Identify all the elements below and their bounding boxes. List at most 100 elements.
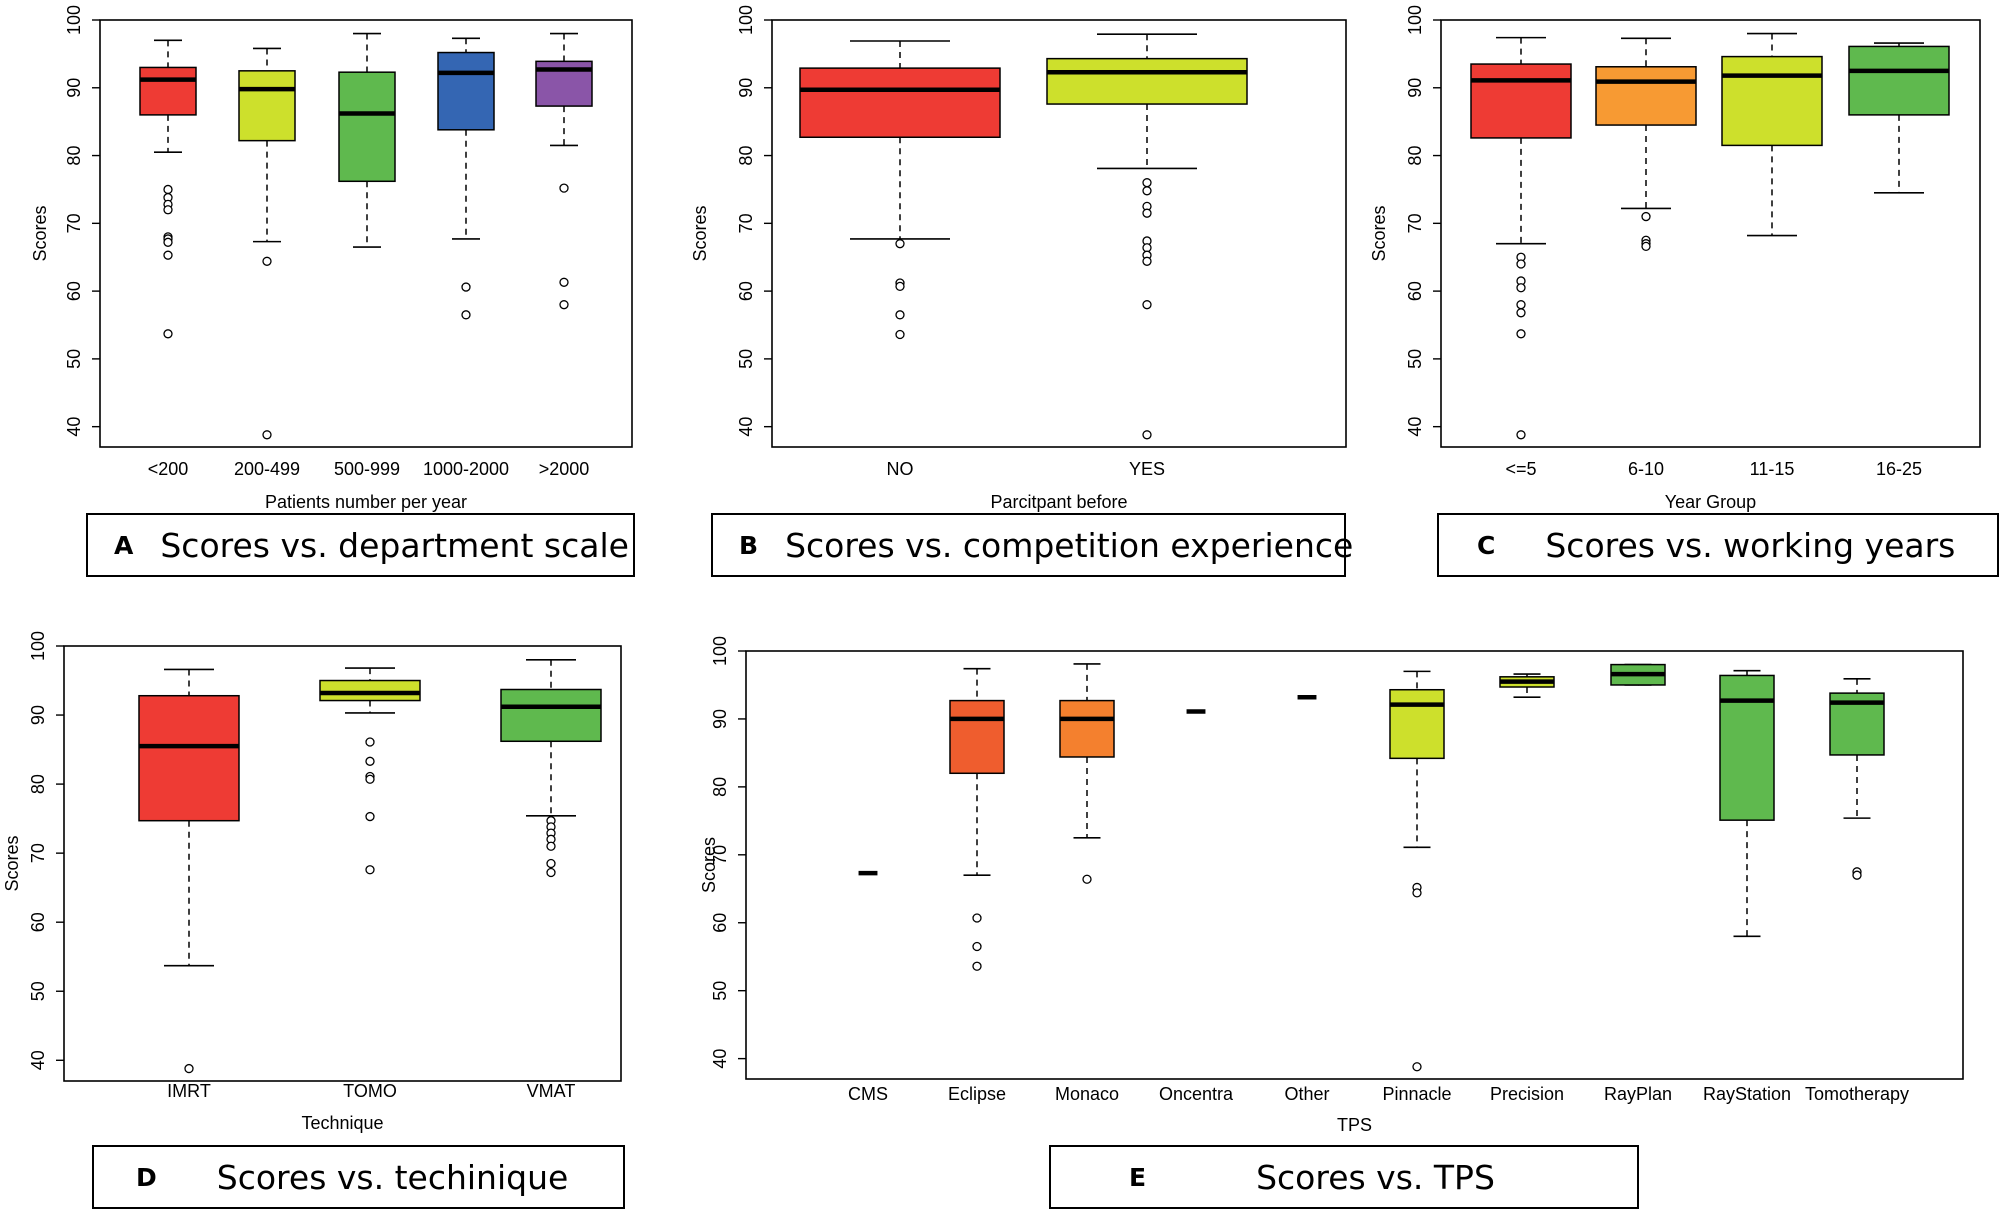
y-tick-label-d: 80 bbox=[28, 774, 48, 794]
caption-D: D Scores vs. techinique bbox=[92, 1145, 625, 1209]
plot-frame-a bbox=[99, 19, 633, 448]
outlier-point bbox=[546, 858, 556, 869]
y-tick-label-a: 90 bbox=[64, 78, 84, 98]
y-tick-label-b: 50 bbox=[736, 349, 756, 369]
y-tick-label-a: 40 bbox=[64, 417, 84, 437]
x-tick-label-e: RayPlan bbox=[1604, 1084, 1672, 1104]
y-tick-label-b: 100 bbox=[736, 5, 756, 35]
outlier-point bbox=[972, 961, 982, 971]
y-axis-title-d: Scores bbox=[2, 835, 22, 891]
outlier-point bbox=[1516, 308, 1526, 318]
chart-c: 40 50 60 70 80 90 100 Scores <=5 6-10 11-15 16-25 Ye… bbox=[1369, 5, 1981, 512]
x-tick-label-b: NO bbox=[887, 459, 914, 479]
x-tick-label-e: Eclipse bbox=[948, 1084, 1006, 1104]
box-e-6 bbox=[1499, 673, 1555, 698]
outlier-point bbox=[972, 913, 982, 923]
caption-A-letter: A bbox=[114, 530, 134, 560]
x-tick-label-d: TOMO bbox=[343, 1081, 397, 1101]
box-iqr bbox=[319, 679, 421, 702]
box-iqr bbox=[1046, 57, 1248, 105]
y-tick-label-c: 50 bbox=[1405, 349, 1425, 369]
outlier-point bbox=[1641, 241, 1651, 252]
y-tick-label-e: 70 bbox=[710, 845, 730, 865]
x-tick-label-d: IMRT bbox=[167, 1081, 211, 1101]
box-iqr bbox=[1595, 66, 1697, 126]
outlier-point bbox=[972, 941, 982, 952]
caption-B: B Scores vs. competition experience bbox=[711, 513, 1353, 577]
y-tick-label-d: 60 bbox=[28, 912, 48, 932]
outlier-point bbox=[262, 256, 272, 266]
x-tick-label-e: Monaco bbox=[1055, 1084, 1119, 1104]
outlier-point bbox=[559, 300, 569, 310]
y-tick-label-b: 90 bbox=[736, 78, 756, 98]
outlier-point bbox=[365, 865, 375, 875]
box-iqr bbox=[1719, 674, 1775, 821]
outlier-point bbox=[895, 239, 905, 249]
box-e-7 bbox=[1610, 663, 1666, 686]
outlier-point bbox=[1412, 888, 1422, 898]
box-c-2 bbox=[1721, 32, 1823, 237]
outlier-point bbox=[1516, 283, 1526, 293]
y-tick-label-b: 40 bbox=[736, 417, 756, 437]
outlier-point bbox=[546, 867, 556, 878]
caption-C: C Scores vs. working years bbox=[1437, 513, 1999, 577]
x-axis-title-b: Parcitpant before bbox=[990, 492, 1127, 512]
outlier-point bbox=[559, 277, 569, 287]
box-d-0 bbox=[138, 668, 240, 1074]
outlier-point bbox=[1142, 300, 1152, 310]
caption-C-letter: C bbox=[1477, 530, 1496, 560]
outlier-point bbox=[1142, 430, 1152, 440]
box-iqr bbox=[1470, 63, 1572, 139]
x-tick-label-a: 200-499 bbox=[234, 459, 300, 479]
x-tick-label-e: Tomotherapy bbox=[1805, 1084, 1909, 1104]
box-b-1 bbox=[1046, 33, 1248, 440]
y-tick-label-d: 90 bbox=[28, 705, 48, 725]
plot-frame-b bbox=[771, 19, 1347, 448]
y-tick-label-b: 80 bbox=[736, 146, 756, 166]
y-tick-label-c: 90 bbox=[1405, 78, 1425, 98]
caption-D-text: Scores vs. techinique bbox=[216, 1157, 569, 1197]
x-axis-title-a: Patients number per year bbox=[265, 492, 467, 512]
box-iqr bbox=[139, 66, 197, 116]
y-tick-label-b: 70 bbox=[736, 213, 756, 233]
y-tick-label-c: 60 bbox=[1405, 281, 1425, 301]
x-tick-label-e: Oncentra bbox=[1159, 1084, 1234, 1104]
outlier-point bbox=[163, 237, 173, 247]
y-axis-title-c: Scores bbox=[1369, 205, 1389, 261]
x-tick-label-a: 500-999 bbox=[334, 459, 400, 479]
box-iqr bbox=[1721, 55, 1823, 147]
y-tick-label-e: 100 bbox=[710, 636, 730, 666]
box-a-3 bbox=[437, 37, 495, 320]
plot-frame-d bbox=[63, 645, 622, 1082]
outlier-point bbox=[1412, 1062, 1422, 1072]
outlier-point bbox=[163, 329, 173, 339]
outlier-point bbox=[1516, 329, 1526, 339]
box-iqr bbox=[1848, 45, 1950, 116]
outlier-point bbox=[163, 184, 173, 195]
box-a-1 bbox=[238, 47, 296, 440]
outlier-point bbox=[1142, 256, 1152, 266]
y-tick-label-b: 60 bbox=[736, 281, 756, 301]
box-iqr bbox=[138, 694, 240, 822]
outlier-point bbox=[895, 281, 905, 292]
x-tick-label-c: 16-25 bbox=[1876, 459, 1922, 479]
caption-E-letter: E bbox=[1129, 1162, 1147, 1192]
outlier-point bbox=[895, 310, 905, 320]
y-tick-label-c: 80 bbox=[1405, 146, 1425, 166]
outlier-point bbox=[895, 329, 905, 340]
box-a-0 bbox=[139, 39, 197, 339]
box-iqr bbox=[949, 699, 1005, 775]
y-tick-label-d: 40 bbox=[28, 1050, 48, 1070]
y-tick-label-a: 70 bbox=[64, 213, 84, 233]
x-tick-label-e: CMS bbox=[848, 1084, 888, 1104]
x-tick-label-a: 1000-2000 bbox=[423, 459, 509, 479]
x-tick-label-a: <200 bbox=[148, 459, 189, 479]
y-axis-title-b: Scores bbox=[690, 205, 710, 261]
box-c-1 bbox=[1595, 37, 1697, 252]
box-a-4 bbox=[535, 32, 593, 310]
y-tick-label-c: 70 bbox=[1405, 213, 1425, 233]
box-c-0 bbox=[1470, 36, 1572, 440]
y-tick-label-e: 40 bbox=[710, 1049, 730, 1069]
x-tick-label-c: 11-15 bbox=[1750, 459, 1795, 479]
box-e-5 bbox=[1389, 670, 1445, 1072]
